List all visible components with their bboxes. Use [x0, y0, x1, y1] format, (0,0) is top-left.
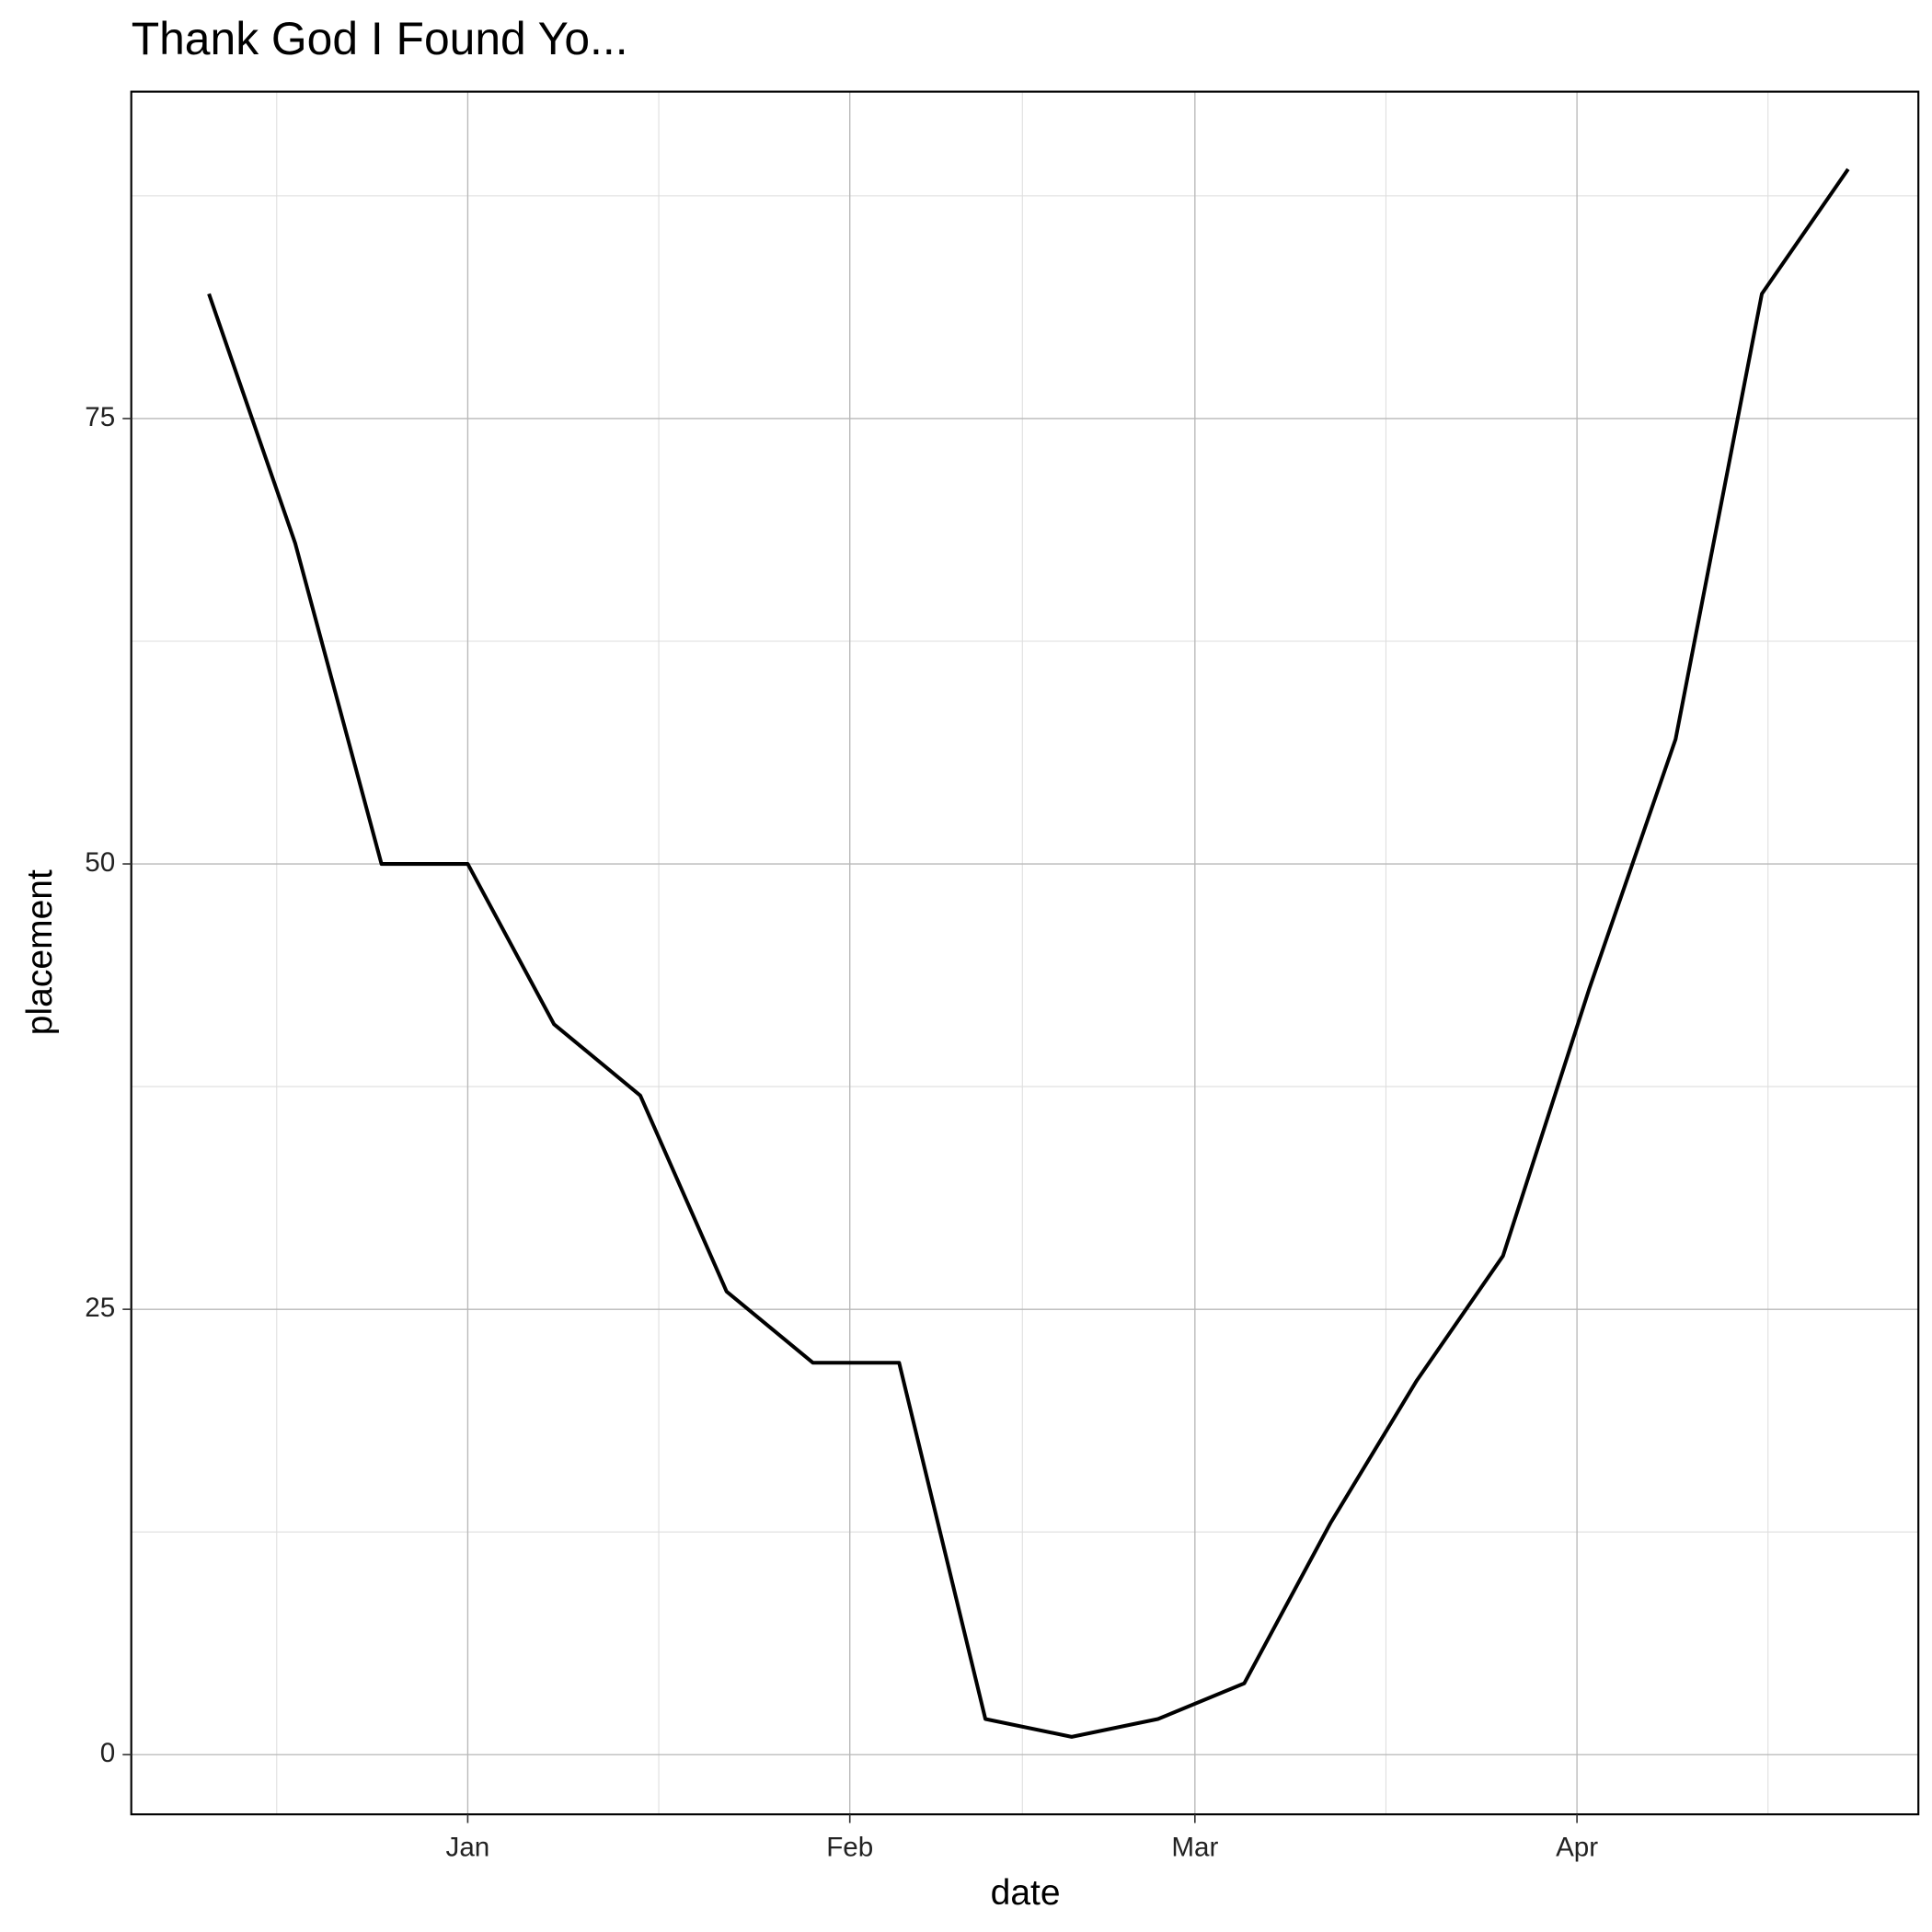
x-tick-label: Apr — [1556, 1833, 1598, 1863]
y-tick-label: 25 — [85, 1293, 115, 1323]
x-tick-label: Mar — [1171, 1833, 1218, 1863]
x-tick-label: Feb — [826, 1833, 873, 1863]
chart-title: Thank God I Found Yo... — [132, 13, 628, 64]
plot — [207, 167, 1850, 1739]
x-tick-label: Jan — [446, 1833, 490, 1863]
x-axis-title: date — [991, 1873, 1061, 1913]
grid — [131, 91, 1919, 1815]
line — [207, 167, 1850, 1739]
y-tick-label: 50 — [85, 847, 115, 878]
y-tick-label: 0 — [100, 1738, 115, 1768]
y-axis-title: placement — [20, 869, 60, 1035]
y-tick-label: 75 — [85, 402, 115, 432]
panel-border — [130, 90, 1920, 1816]
